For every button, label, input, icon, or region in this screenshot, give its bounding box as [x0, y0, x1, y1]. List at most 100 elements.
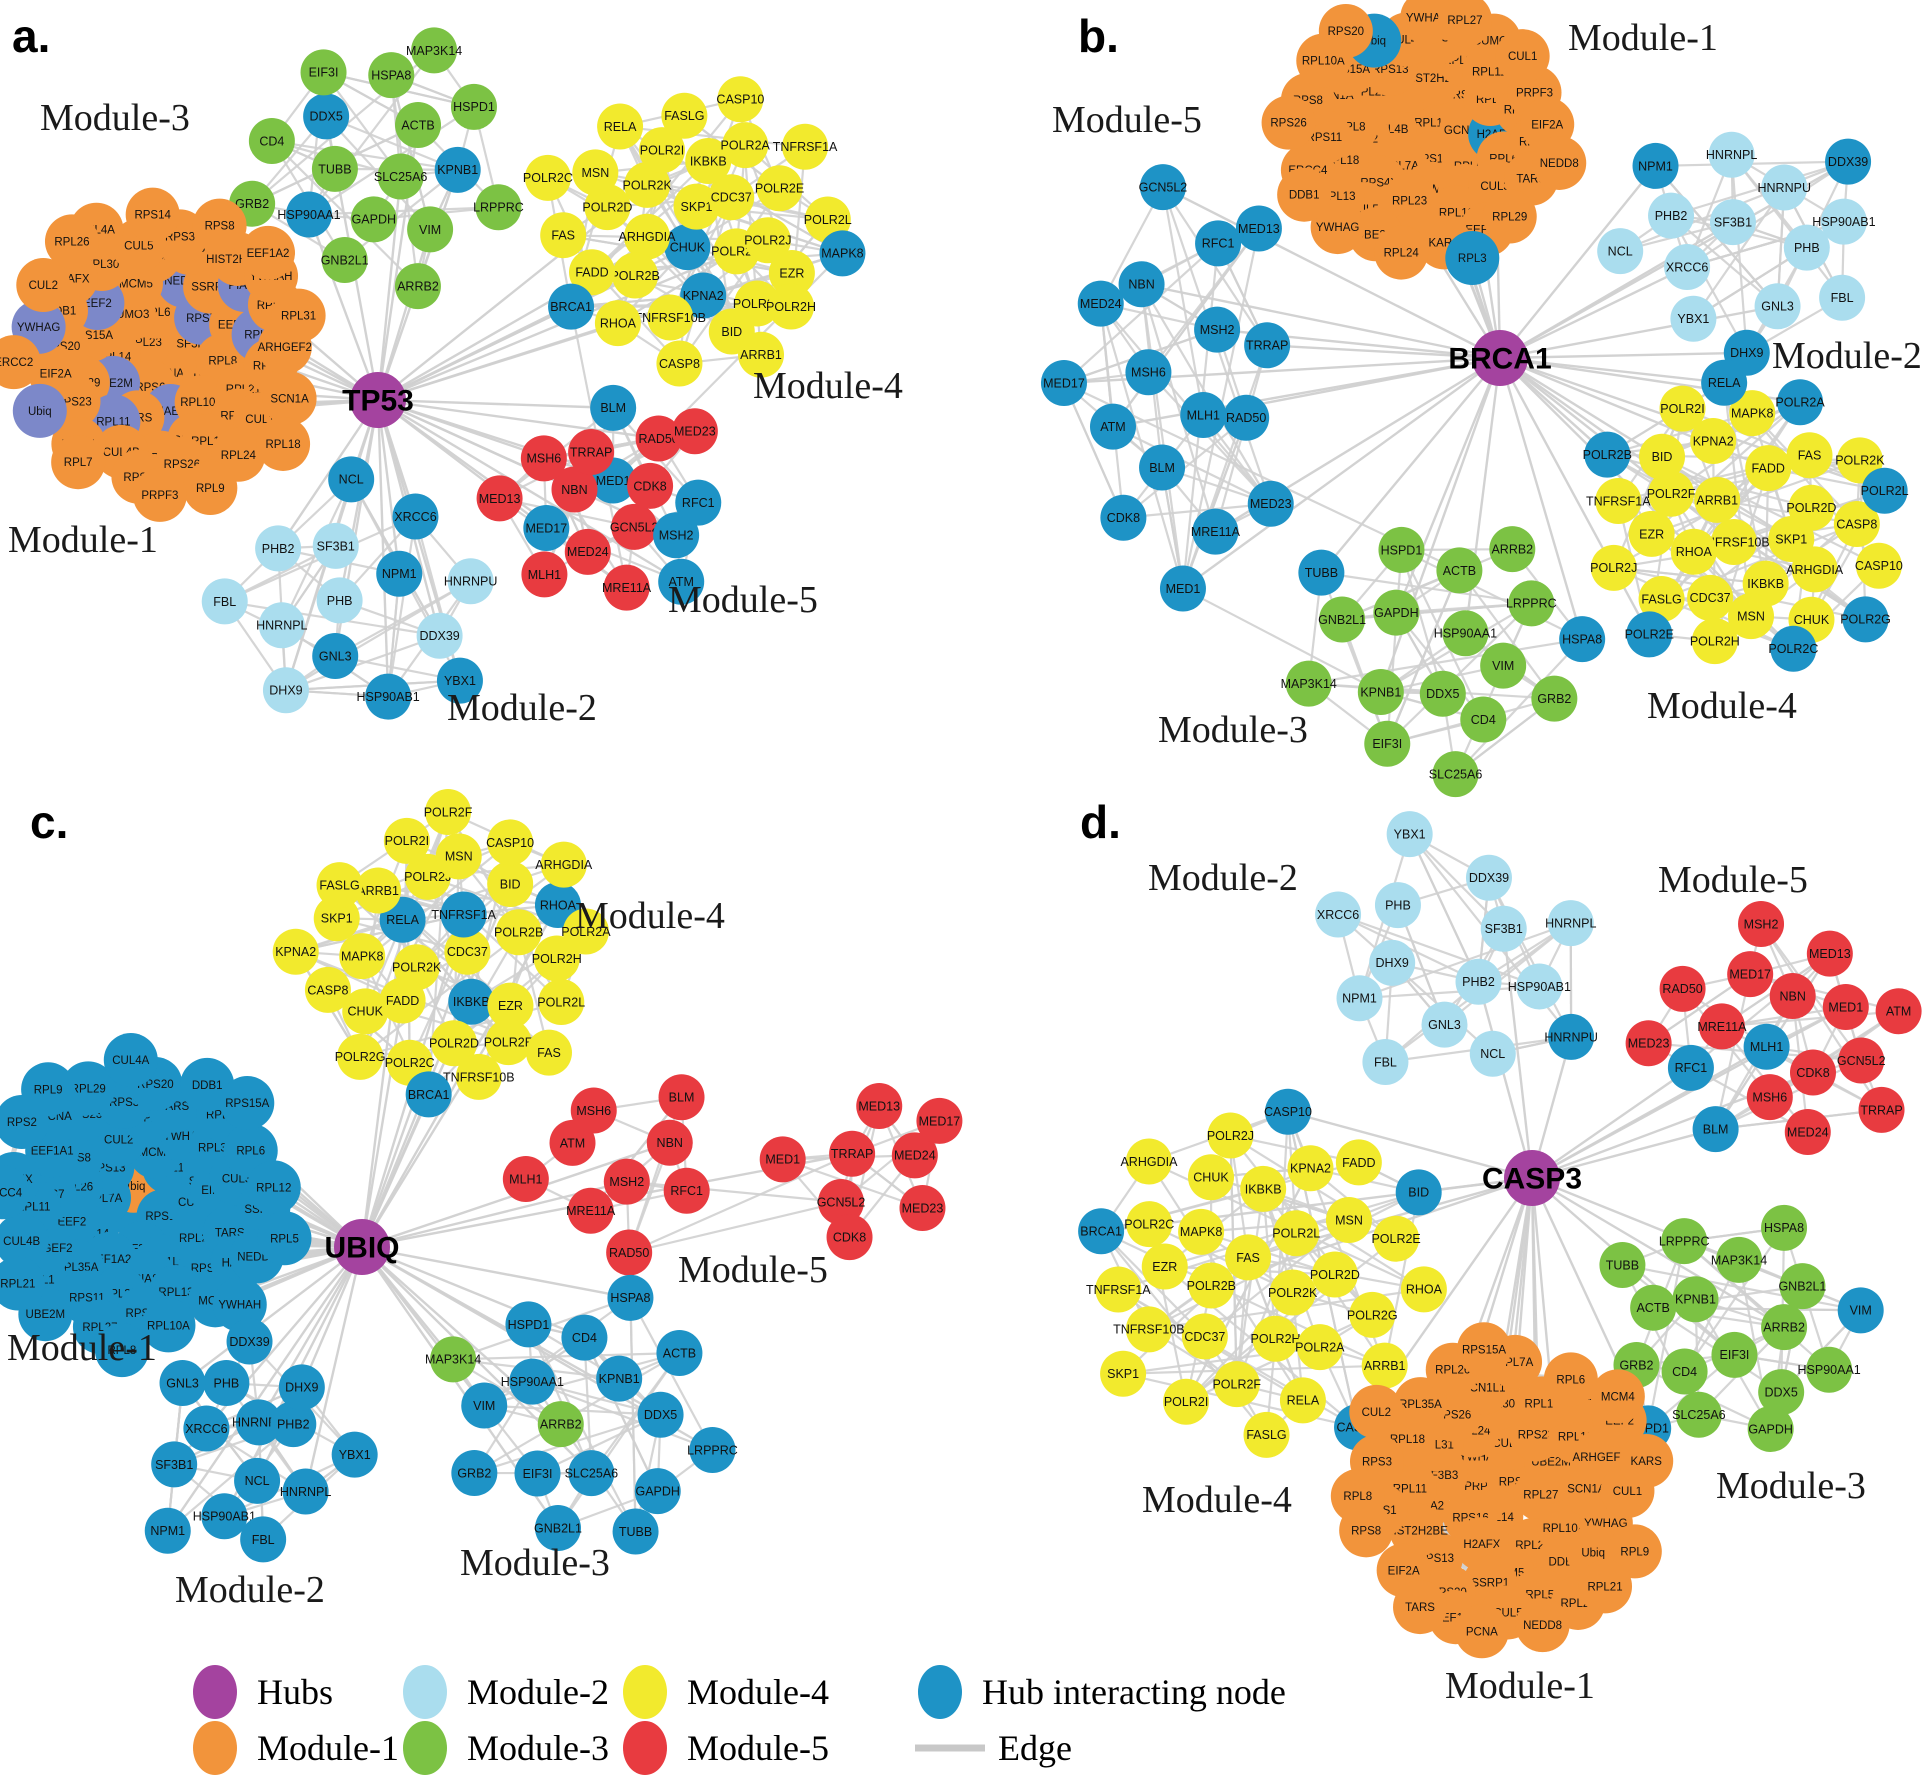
- node-label: KPNB1: [437, 163, 478, 177]
- node-label: RFC1: [682, 496, 715, 510]
- node-ERCC4: [0, 1165, 30, 1220]
- node-SLC25A6: [377, 153, 424, 200]
- node-PHB2: [1648, 192, 1695, 239]
- node-HSP90AB1: [1516, 963, 1563, 1010]
- node-label: ARRB1: [740, 348, 782, 362]
- node-POLR2D: [1788, 484, 1835, 531]
- node-label: KPNA2: [1693, 434, 1734, 448]
- node-ARHGDIA: [1791, 546, 1838, 593]
- node-label: RPS14: [134, 210, 171, 222]
- node-MSH6: [1746, 1074, 1793, 1121]
- node-label: ARHGDIA: [1786, 563, 1844, 577]
- node-POLR2G: [1842, 596, 1889, 643]
- node-label: CASP8: [307, 983, 348, 997]
- node-label: RHOA: [1676, 545, 1713, 559]
- node-MED24: [564, 528, 611, 575]
- node-label: NCL: [245, 1474, 270, 1488]
- node-label: CUL3: [1480, 181, 1509, 193]
- node-RPS15A: [220, 1076, 275, 1131]
- hub-edge: [376, 176, 402, 401]
- node-PHB2: [255, 525, 302, 572]
- node-PHB: [1374, 882, 1421, 929]
- module-label: Module-2: [447, 687, 597, 729]
- panel-d-cluster-module-1: PRPF3RPS2RPL14YWHAHRPL27RPS16CUL4ARPL23S…: [1330, 1322, 1674, 1659]
- bridge-edge: [628, 1152, 853, 1254]
- node-label: SLC25A6: [1429, 767, 1483, 781]
- edge: [285, 634, 440, 692]
- node-label: FAS: [551, 229, 575, 243]
- node-label: TUBB: [1606, 1258, 1639, 1272]
- node-label: CHUK: [670, 241, 706, 255]
- node-label: SKP1: [1107, 1367, 1139, 1381]
- node-label: MED1: [1166, 582, 1201, 596]
- node-POLR2B: [1584, 431, 1631, 478]
- node-label: POLR2B: [1187, 1279, 1236, 1293]
- node-PHB: [316, 577, 363, 624]
- edge: [1386, 569, 1461, 745]
- node-label: MAPK8: [821, 247, 863, 261]
- node-label: CUL2: [104, 1135, 133, 1147]
- panel-c-cluster-module-5: MSH2 ATM NBN MRE11A MSH6 RFC1 MLH1 BLM RAD50: [502, 1074, 710, 1276]
- node-label: POLR2H: [532, 952, 582, 966]
- panel-b-cluster-module-2: SF3B1 PHB XRCC6 HNRNPU GNL3 PHB2 HSP90AB1 YBX1 H…: [1597, 131, 1876, 376]
- node-label: RHOA: [540, 898, 577, 912]
- node-label: POLR2F: [424, 805, 473, 819]
- node-label: RELA: [386, 913, 419, 927]
- node-BLM: [1692, 1106, 1739, 1153]
- hub-edge: [1141, 283, 1501, 360]
- node-label: POLR2B: [610, 269, 659, 283]
- node-label: TUBB: [318, 162, 351, 176]
- node-POLR2B: [1188, 1262, 1235, 1309]
- node-MSH2: [1194, 306, 1241, 353]
- node-label: GAPDH: [352, 213, 396, 227]
- node-label: MSH6: [526, 452, 561, 466]
- node-KPNA2: [272, 928, 319, 975]
- node-HSPD1: [450, 83, 497, 130]
- node-label: MED13: [479, 492, 521, 506]
- module-label: Module-4: [575, 895, 725, 937]
- node-GAPDH: [350, 196, 397, 243]
- node-YBX1: [436, 657, 483, 704]
- node-label: POLR2A: [561, 925, 611, 939]
- node-MSN: [572, 149, 619, 196]
- node-label: PHB2: [277, 1418, 310, 1432]
- node-label: NBN: [657, 1136, 683, 1150]
- legend-edge-label: Edge: [998, 1728, 1072, 1768]
- node-label: MLH1: [1187, 408, 1220, 422]
- node-label: YBX1: [444, 674, 476, 688]
- hub-edge: [1499, 305, 1778, 360]
- node-GAPDH: [1373, 589, 1420, 636]
- hub-edge: [1499, 351, 1747, 360]
- node-RHOA: [594, 300, 641, 347]
- node-label: POLR2L: [1861, 484, 1909, 498]
- node-ATM: [549, 1119, 596, 1166]
- legend-label: Hubs: [257, 1672, 333, 1712]
- node-TNFRSF10B: [455, 1053, 502, 1100]
- node-label: ARHGEF2: [1573, 1452, 1627, 1464]
- node-label: YWHAH: [218, 1300, 261, 1312]
- node-label: FBL: [252, 1533, 275, 1547]
- edge: [1454, 638, 1583, 775]
- node-POLR2E: [756, 165, 803, 212]
- node-label: POLR2C: [523, 171, 573, 185]
- node-MSH6: [570, 1087, 617, 1134]
- node-label: EIF3I: [309, 66, 339, 80]
- legend-swatch-hubs: [193, 1665, 237, 1719]
- node-label: POLR2D: [1310, 1268, 1360, 1282]
- module-label: Module-2: [1148, 857, 1298, 899]
- node-label: RPL3: [1458, 253, 1487, 265]
- node-label: RPL10A: [1302, 56, 1345, 68]
- node-POLR2D: [584, 184, 631, 231]
- edge: [1670, 214, 1779, 308]
- edge: [1148, 1223, 1294, 1294]
- node-label: MED17: [525, 521, 567, 535]
- legend-swatch-module-1: [193, 1721, 237, 1775]
- module-label: Module-1: [8, 519, 158, 561]
- edge: [295, 913, 464, 953]
- node-label: FAS: [1798, 449, 1822, 463]
- node-label: CDK8: [1107, 511, 1140, 525]
- node-label: MED13: [1238, 222, 1280, 236]
- node-KPNB1: [596, 1355, 643, 1402]
- bridge-edge: [626, 1180, 842, 1204]
- node-POLR2J: [1590, 544, 1637, 591]
